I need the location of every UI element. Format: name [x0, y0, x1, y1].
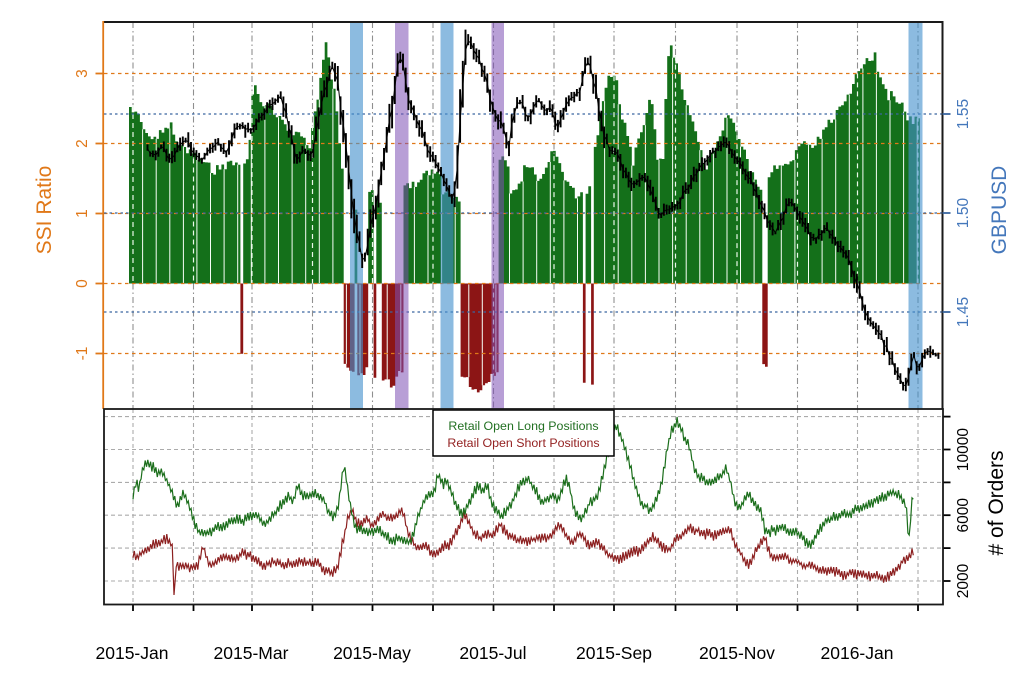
svg-text:GBPUSD: GBPUSD	[988, 166, 1011, 255]
svg-text:2015-Nov: 2015-Nov	[699, 643, 775, 663]
svg-text:2015-Sep: 2015-Sep	[576, 643, 652, 663]
svg-text:1: 1	[74, 209, 91, 218]
svg-text:6000: 6000	[955, 498, 972, 533]
svg-text:1.55: 1.55	[955, 99, 972, 129]
svg-text:# of Orders: # of Orders	[985, 450, 1008, 555]
svg-text:2015-Jan: 2015-Jan	[96, 643, 169, 663]
svg-text:2015-Mar: 2015-Mar	[214, 643, 289, 663]
svg-text:3: 3	[74, 69, 91, 78]
svg-text:2015-Jul: 2015-Jul	[459, 643, 526, 663]
svg-text:1.45: 1.45	[955, 297, 972, 327]
svg-text:SSI Ratio: SSI Ratio	[33, 166, 56, 255]
svg-text:1.50: 1.50	[955, 198, 972, 229]
svg-text:Retail Open Short Positions: Retail Open Short Positions	[447, 436, 599, 450]
svg-text:2: 2	[74, 139, 91, 148]
svg-text:Retail Open Long Positions: Retail Open Long Positions	[448, 419, 598, 433]
svg-text:10000: 10000	[955, 428, 972, 471]
svg-text:0: 0	[74, 279, 91, 288]
svg-text:-1: -1	[74, 347, 91, 361]
svg-text:2000: 2000	[955, 563, 972, 598]
svg-text:2016-Jan: 2016-Jan	[821, 643, 894, 663]
svg-text:2015-May: 2015-May	[333, 643, 411, 663]
